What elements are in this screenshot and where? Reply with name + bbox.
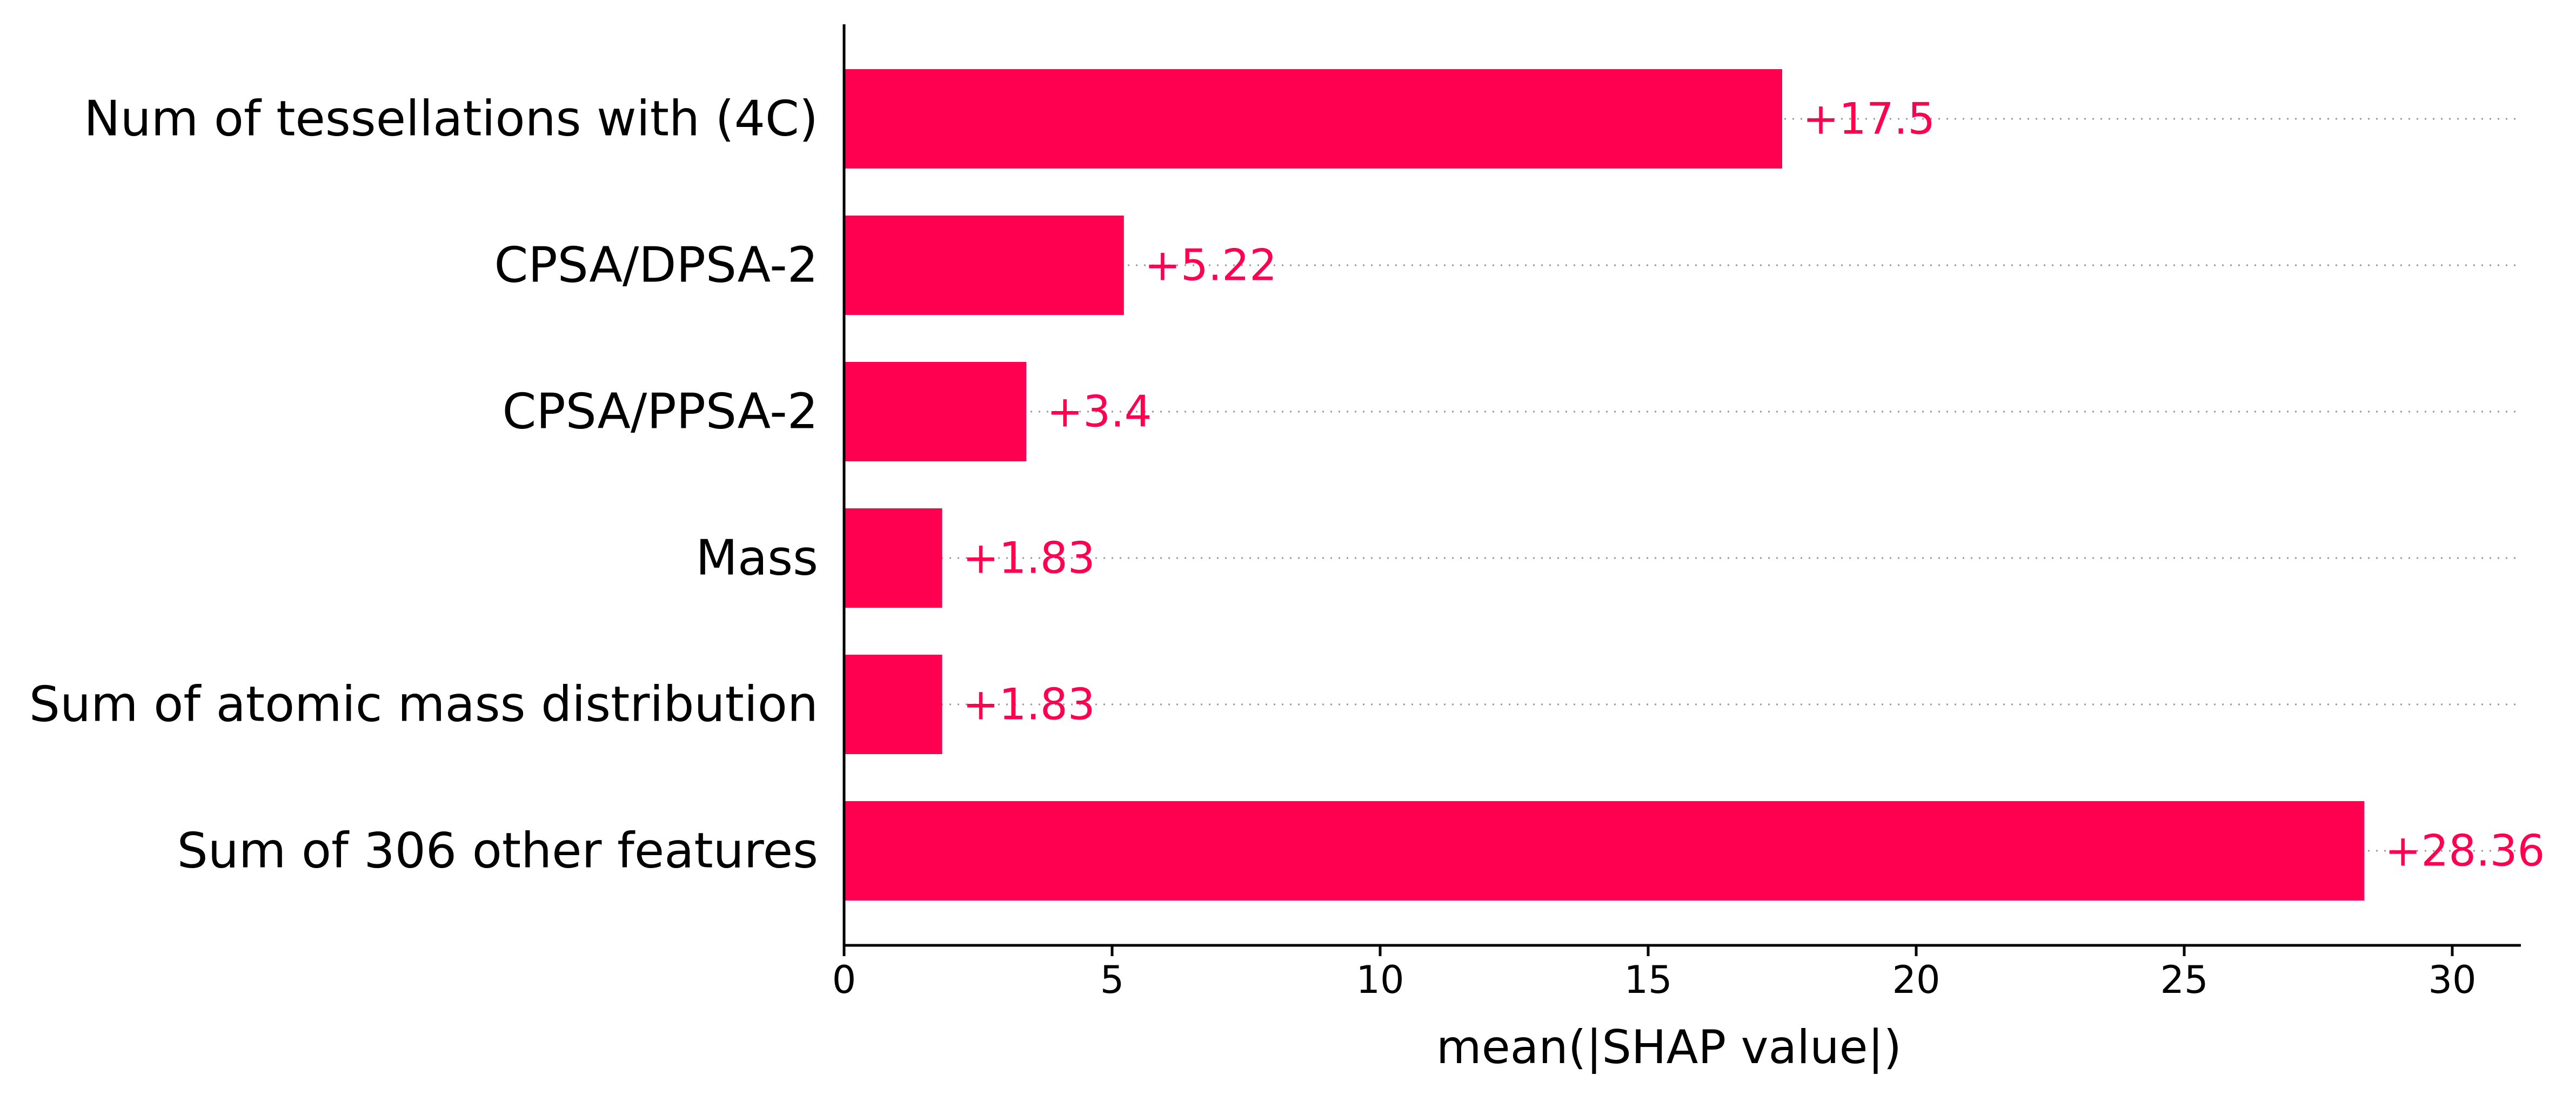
category-label: CPSA/DPSA-2 xyxy=(494,237,818,294)
axes xyxy=(842,24,2521,947)
bar-value-label: +1.83 xyxy=(963,533,1095,583)
bar xyxy=(844,362,1027,461)
bar-value-label: +5.22 xyxy=(1145,240,1277,291)
bars xyxy=(844,69,2365,901)
x-tick-label: 5 xyxy=(1100,958,1125,1002)
bar xyxy=(844,216,1124,315)
bar-value-label: +17.5 xyxy=(1803,94,1935,144)
x-tick-label: 15 xyxy=(1624,958,1672,1002)
bar xyxy=(844,655,942,754)
bar xyxy=(844,801,2365,901)
x-axis-title: mean(|SHAP value|) xyxy=(1436,1020,1902,1074)
x-axis-ticks: 0 5 10 15 20 25 30 xyxy=(832,945,2477,1002)
category-label: Sum of atomic mass distribution xyxy=(29,676,818,733)
category-label: CPSA/PPSA-2 xyxy=(503,384,818,440)
x-tick-label: 10 xyxy=(1356,958,1404,1002)
bar-value-label: +1.83 xyxy=(963,680,1095,730)
bar xyxy=(844,508,942,608)
x-tick-label: 20 xyxy=(1892,958,1940,1002)
x-tick-label: 25 xyxy=(2160,958,2208,1002)
x-tick-label: 30 xyxy=(2428,958,2476,1002)
category-labels: Num of tessellations with (4C) CPSA/DPSA-… xyxy=(29,91,818,879)
category-label: Mass xyxy=(695,530,818,587)
category-label: Num of tessellations with (4C) xyxy=(84,91,818,147)
bar-value-label: +28.36 xyxy=(2385,826,2545,876)
bar-value-label: +3.4 xyxy=(1047,387,1152,437)
value-labels: +17.5 +5.22 +3.4 +1.83 +1.83 +28.36 xyxy=(963,94,2545,876)
bar xyxy=(844,69,1782,169)
category-label: Sum of 306 other features xyxy=(177,823,818,879)
x-tick-label: 0 xyxy=(832,958,857,1002)
